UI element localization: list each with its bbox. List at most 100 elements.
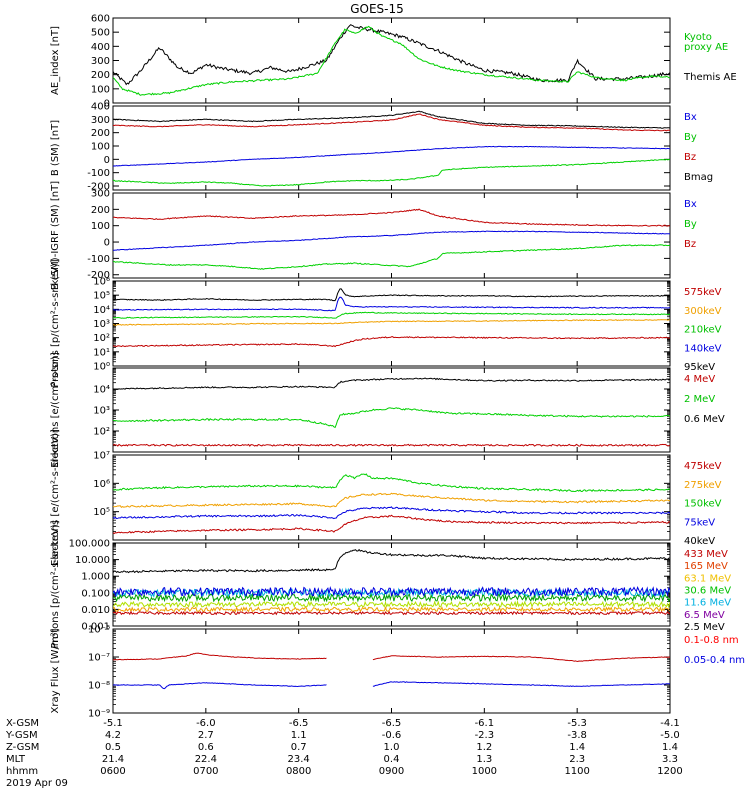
series-line-140kev: [113, 296, 670, 312]
footer-value: 1.2: [476, 742, 492, 753]
footer-value: -3.8: [567, 730, 587, 741]
y-tick-label: 200: [91, 128, 110, 139]
footer-value: 1.4: [569, 742, 585, 753]
panel-4: 10² 10³ 10⁴ Electrons [e/(cm²-s-sr)] 4 MeV 2 …: [50, 352, 725, 468]
y-tick-label: 200: [91, 70, 110, 81]
legend-entry: Bz: [684, 239, 696, 250]
panel-0: 0 100 200 300 400 500 600 AE_index [nT] Kyotopro…: [50, 14, 737, 110]
y-tick-label: 200: [91, 205, 110, 216]
footer-value: 0800: [286, 766, 311, 777]
legend-entry: 150keV: [684, 499, 722, 510]
y-tick-label: 600: [91, 14, 110, 25]
series-line-433-mev: [113, 610, 670, 616]
legend-entry: proxy AE: [684, 42, 728, 53]
y-tick-label: 10²: [93, 427, 110, 438]
legend-entry: 75keV: [684, 517, 715, 528]
footer-value: -5.0: [660, 730, 680, 741]
y-axis-label: Electrons [e/(cm²-s-sr)]: [50, 352, 61, 468]
date-label: 2019 Apr 09: [6, 778, 68, 789]
series-line-210kev: [113, 311, 670, 319]
y-axis-label: Electrons [e/(cm²-s-sr-keV)]: [50, 429, 61, 566]
panel-frame: [112, 454, 671, 541]
series-line-6-5-mev: [113, 585, 670, 598]
footer-value: 0.7: [291, 742, 307, 753]
y-tick-label: -100: [87, 168, 110, 179]
series-line-by: [113, 158, 670, 187]
footer-value: 3.3: [662, 754, 678, 765]
footer-value: 4.2: [105, 730, 121, 741]
y-axis-label: Xray Flux [W/m²]: [50, 628, 61, 713]
footer-value: 1200: [657, 766, 682, 777]
series-line-63-1-mev: [113, 605, 670, 613]
footer-value: 1.4: [662, 742, 678, 753]
legend-entry: 210keV: [684, 325, 722, 336]
footer-value: 1100: [564, 766, 589, 777]
y-tick-label: 0: [104, 155, 110, 166]
panel-7: 10⁻⁹ 10⁻⁸ 10⁻⁷ 10⁻⁶ Xray Flux [W/m²] 0.1-0.8 …: [50, 625, 745, 720]
y-tick-label: 10⁰: [93, 362, 110, 373]
y-tick-label: 100: [91, 142, 110, 153]
y-tick-label: 100: [91, 84, 110, 95]
series-line-575kev: [113, 288, 670, 302]
footer-value: 1.1: [291, 730, 307, 741]
series-line-165-mev: [113, 599, 670, 609]
series-line-40kev: [113, 514, 670, 535]
y-tick-label: 300: [91, 115, 110, 126]
series-line-4-mev: [113, 443, 670, 447]
y-tick-label: 400: [91, 42, 110, 53]
legend-entry: By: [684, 219, 697, 230]
footer-value: 22.4: [195, 754, 217, 765]
series-group: [113, 548, 670, 616]
legend-entry: Kyoto: [684, 32, 712, 43]
y-tick-label: 0.001: [81, 622, 110, 633]
y-tick-label: -100: [87, 254, 110, 265]
legend-entry: 0.6 MeV: [684, 414, 725, 425]
series-line-bmag: [113, 110, 670, 129]
y-tick-label: 10⁻⁷: [88, 653, 110, 664]
footer-value: 2.7: [198, 730, 214, 741]
legend-entry: Bz: [684, 152, 696, 163]
footer-value: 1.0: [384, 742, 400, 753]
footer-value: -5.1: [103, 718, 123, 729]
y-tick-label: 10⁻⁹: [88, 709, 110, 720]
series-line-0-05-0-4-nm: [372, 681, 670, 687]
footer-value: -6.1: [475, 718, 495, 729]
y-tick-label: 10⁶: [93, 277, 110, 288]
y-tick-label: 10⁻⁶: [88, 625, 110, 636]
chart-title: GOES-15: [350, 2, 404, 16]
footer-label: Y-GSM: [5, 730, 38, 741]
footer-value: 0.4: [384, 754, 400, 765]
series-line-0-6-mev: [113, 377, 670, 391]
y-tick-label: 10⁵: [93, 507, 110, 518]
series-group: [113, 208, 670, 270]
panel-1: -200 -100 0 100 200 300 400 B (SM) [nT] Bx By Bz Bm…: [50, 102, 713, 193]
footer-value: -4.1: [660, 718, 680, 729]
y-tick-label: 400: [91, 102, 110, 113]
series-line-300kev: [113, 319, 670, 326]
panel-3: 10⁰ 10¹ 10² 10³ 10⁴ 10⁵ 10⁶ Protons [p/(cm²-s-s…: [50, 259, 722, 387]
footer-value: -6.5: [289, 718, 309, 729]
legend-entry: 575keV: [684, 287, 722, 298]
series-line-themis-ae: [113, 24, 670, 86]
legend-entry: 40keV: [684, 536, 715, 547]
series-line-2-mev: [113, 407, 670, 429]
y-tick-label: 10⁻⁸: [88, 681, 110, 692]
series-line-bx: [113, 145, 670, 167]
legend-entry: 2.5 MeV: [684, 622, 725, 633]
y-tick-label: 10³: [93, 319, 110, 330]
series-line-0-05-0-4-nm: [113, 682, 327, 690]
y-axis-label: Protons [p/(cm²-s-sr-keV)]: [50, 259, 61, 387]
series-group: [113, 377, 670, 447]
y-tick-label: 1.000: [81, 572, 110, 583]
footer-value: 0600: [100, 766, 125, 777]
footer-value: -2.3: [475, 730, 495, 741]
y-tick-label: 10⁵: [93, 291, 110, 302]
footer-value: 1000: [472, 766, 497, 777]
series-line-275kev: [113, 492, 670, 508]
series-line-0-1-0-8-nm: [113, 652, 327, 661]
footer-value: 0.5: [105, 742, 121, 753]
footer-value: 23.4: [288, 754, 310, 765]
legend-entry: 475keV: [684, 461, 722, 472]
y-tick-label: 10⁴: [93, 385, 110, 396]
